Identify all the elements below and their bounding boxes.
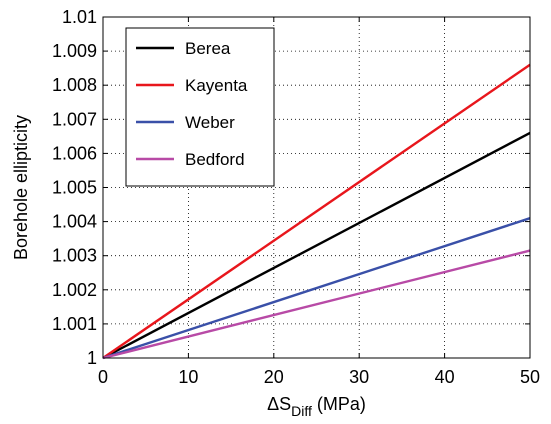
series-line-bedford: [102, 249, 531, 360]
x-tick-label: 20: [264, 367, 284, 387]
series-line-berea: [102, 131, 531, 360]
y-tick-label: 1.003: [52, 246, 97, 266]
y-axis-label: Borehole ellipticity: [11, 115, 31, 260]
y-tick-label: 1: [87, 348, 97, 368]
series-line-weber: [102, 217, 531, 360]
y-tick-label: 1.008: [52, 75, 97, 95]
x-tick-label: 10: [178, 367, 198, 387]
series-layer: [102, 63, 531, 360]
y-tick-label: 1.01: [62, 7, 97, 27]
x-tick-label: 0: [98, 367, 108, 387]
y-tick-label: 1.007: [52, 109, 97, 129]
legend-label: Kayenta: [185, 76, 248, 95]
legend-label: Bedford: [185, 150, 245, 169]
x-axis-label-subscript: Diff: [291, 403, 312, 419]
x-axis-label: ΔSDiff (MPa): [267, 394, 366, 419]
x-tick-label: 40: [435, 367, 455, 387]
y-tick-label: 1.009: [52, 41, 97, 61]
legend-label: Weber: [185, 113, 235, 132]
x-axis-label-main: ΔS: [267, 394, 291, 414]
x-tick-label: 30: [349, 367, 369, 387]
y-tick-label: 1.001: [52, 314, 97, 334]
y-tick-label: 1.002: [52, 280, 97, 300]
legend-label: Berea: [185, 39, 231, 58]
axis-ticks: 0 10 20 30 40 50 1 1.001 1.002 1.003 1.004 1.005 1.0…: [52, 7, 540, 387]
x-axis-label-unit: (MPa): [312, 394, 366, 414]
series-line-kayenta: [102, 63, 531, 359]
y-tick-label: 1.006: [52, 143, 97, 163]
y-tick-label: 1.004: [52, 212, 97, 232]
x-tick-label: 50: [520, 367, 540, 387]
y-tick-label: 1.005: [52, 178, 97, 198]
legend: Berea Kayenta Weber Bedford: [125, 27, 275, 187]
